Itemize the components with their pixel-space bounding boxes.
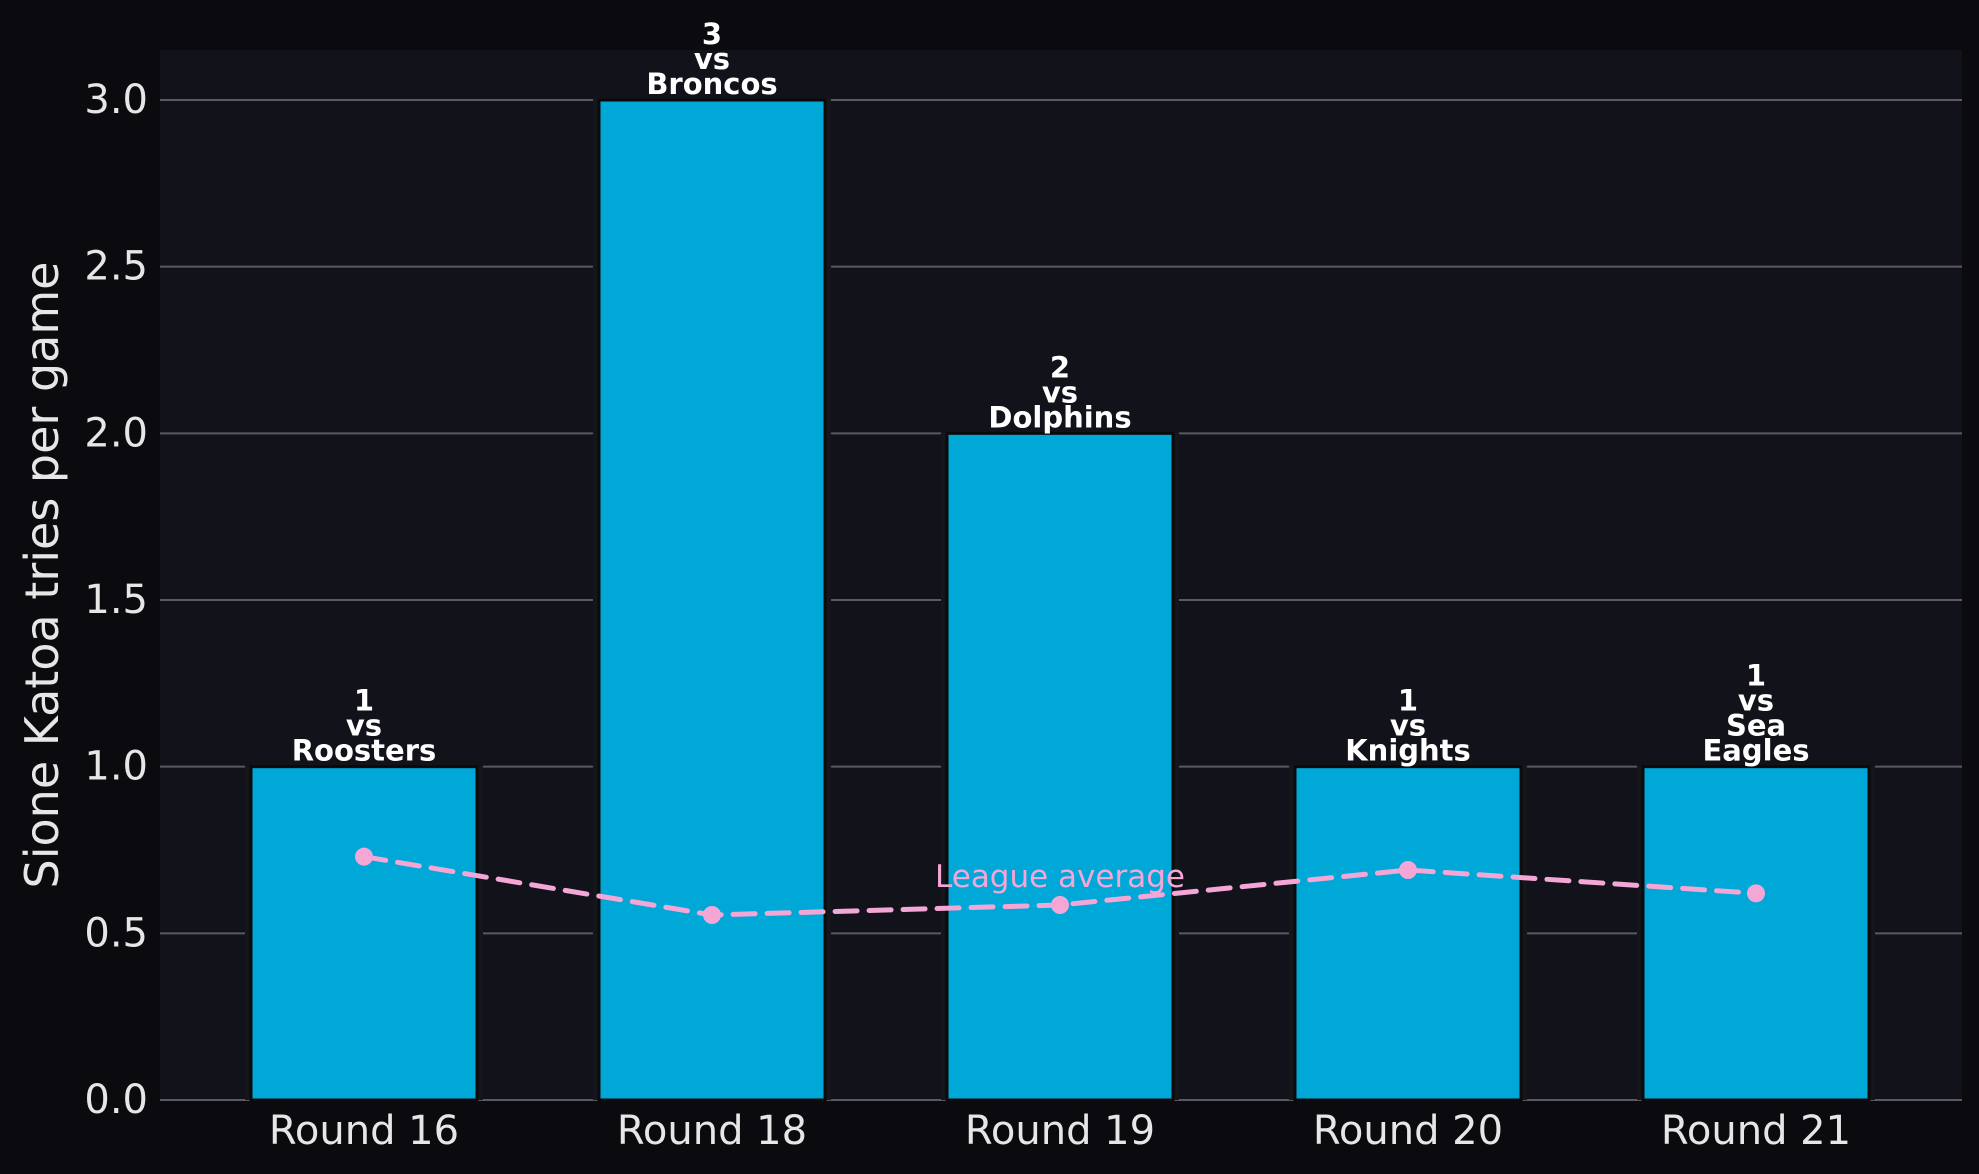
bar-label: 2 — [1050, 350, 1070, 384]
y-tick-label: 0.0 — [84, 1077, 148, 1123]
bar-label: Eagles — [1702, 734, 1809, 768]
y-axis-title: Sione Katoa tries per game — [15, 262, 69, 889]
league-average-point — [1747, 884, 1765, 903]
league-average-point — [703, 906, 721, 924]
y-tick-label: 0.5 — [84, 910, 148, 956]
bar-round-21 — [1641, 765, 1871, 1102]
bar-label: 1 — [1746, 659, 1766, 693]
bar-round-18 — [597, 98, 827, 1102]
y-tick-label: 1.5 — [84, 577, 148, 623]
x-tick-label: Round 18 — [617, 1108, 807, 1154]
bar-round-19 — [945, 431, 1175, 1102]
x-tick-label: Round 19 — [965, 1108, 1155, 1154]
bar-label: 1 — [354, 684, 374, 718]
x-tick-label: Round 16 — [269, 1108, 459, 1154]
bar-label: vs — [1738, 684, 1774, 718]
league-average-point — [1051, 896, 1069, 914]
x-tick-label: Round 20 — [1313, 1108, 1503, 1154]
bar-label: Broncos — [646, 67, 777, 101]
bar-label: Dolphins — [988, 400, 1131, 434]
bar-label: 3 — [702, 17, 722, 51]
y-tick-label: 2.5 — [84, 244, 148, 290]
y-tick-label: 1.0 — [84, 744, 148, 790]
bar-label: vs — [346, 709, 382, 743]
y-tick-label: 2.0 — [84, 410, 148, 456]
bar-round-20 — [1293, 765, 1523, 1102]
x-axis-ticks: Round 16 Round 18 Round 19 Round 20 Round 21 — [269, 1108, 1851, 1154]
league-average-point — [355, 847, 373, 866]
bar-label: Roosters — [292, 734, 437, 768]
league-average-point — [1399, 861, 1417, 879]
bar-labels: 1vsRoosters3vsBroncos2vsDolphins1vsKnigh… — [292, 17, 1810, 768]
bar-label: Sea — [1726, 709, 1786, 743]
bar-label: Knights — [1345, 734, 1471, 768]
bar-label: vs — [1042, 375, 1078, 409]
bars — [245, 98, 1875, 1102]
bar-round-16 — [249, 765, 479, 1102]
league-average-line: League average — [355, 847, 1765, 924]
bar-label: vs — [694, 42, 730, 76]
bar-label: 1 — [1398, 684, 1418, 718]
bar-label: vs — [1390, 709, 1426, 743]
y-axis-ticks: 0.0 0.5 1.0 1.5 2.0 2.5 3.0 — [84, 77, 148, 1123]
y-tick-label: 3.0 — [84, 77, 148, 123]
x-tick-label: Round 21 — [1661, 1108, 1851, 1154]
league-average-label: League average — [935, 859, 1185, 895]
